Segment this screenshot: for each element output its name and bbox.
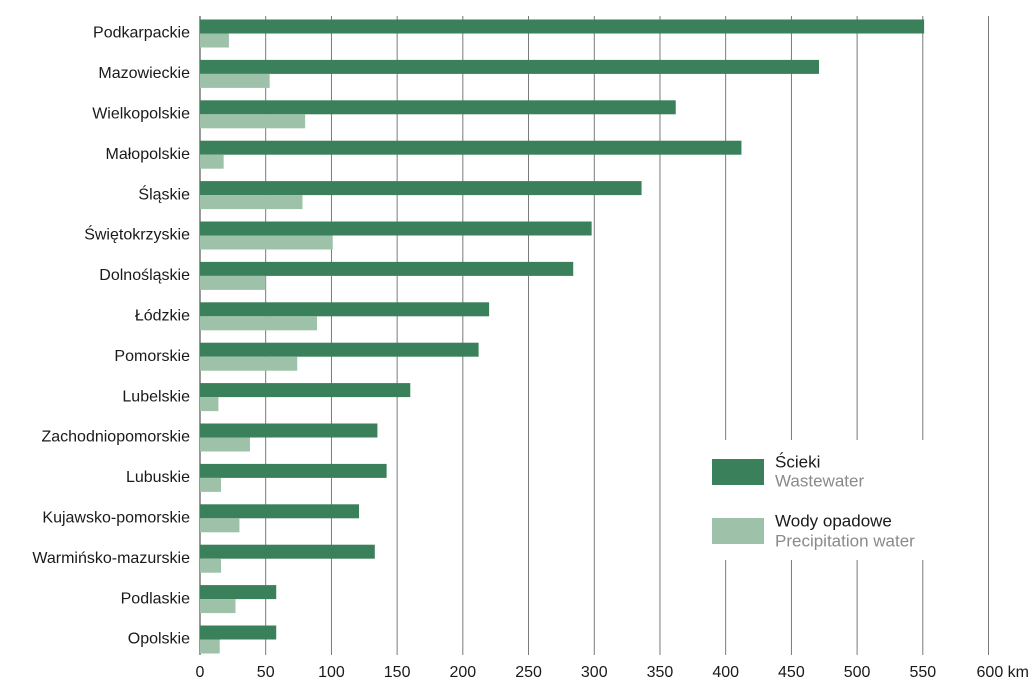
x-tick-label: 50	[257, 664, 275, 681]
category-label: Pomorskie	[114, 348, 190, 365]
legend-label-wastewater-en: Wastewater	[775, 471, 864, 490]
category-label: Mazowieckie	[98, 65, 190, 82]
category-label: Lubuskie	[126, 469, 190, 486]
category-label: Kujawsko-pomorskie	[42, 510, 190, 527]
bar-wastewater	[200, 59, 819, 74]
x-tick-label: 450	[778, 664, 805, 681]
bar-precipitation-water	[200, 599, 236, 614]
x-tick-label: 150	[384, 664, 411, 681]
bar-wastewater	[200, 504, 360, 519]
bar-wastewater	[200, 585, 277, 600]
bar-wastewater	[200, 261, 574, 276]
bar-precipitation-water	[200, 33, 229, 48]
x-tick-label: 100	[318, 664, 345, 681]
x-tick-label: 250	[515, 664, 542, 681]
legend-label-precipitation-en: Precipitation water	[775, 531, 915, 550]
legend-label-precipitation: Wody opadowe	[775, 511, 892, 530]
bar-precipitation-water	[200, 235, 333, 250]
bar-wastewater	[200, 423, 378, 438]
legend-swatch-precipitation	[712, 518, 764, 544]
bars	[200, 19, 925, 654]
x-tick-label: 500	[844, 664, 871, 681]
x-tick-label: 400	[712, 664, 739, 681]
bar-wastewater	[200, 19, 925, 34]
x-tick-label: 350	[647, 664, 674, 681]
bar-precipitation-water	[200, 275, 266, 290]
bar-precipitation-water	[200, 397, 219, 412]
bar-precipitation-water	[200, 558, 222, 573]
category-label: Wielkopolskie	[92, 106, 190, 123]
bar-wastewater	[200, 383, 411, 398]
bar-wastewater	[200, 544, 375, 559]
bar-precipitation-water	[200, 195, 303, 210]
category-label: Lubelskie	[122, 388, 190, 405]
x-tick-label: 300	[581, 664, 608, 681]
bar-wastewater	[200, 302, 490, 317]
bar-wastewater	[200, 342, 479, 357]
bar-wastewater	[200, 625, 277, 640]
bar-precipitation-water	[200, 518, 240, 533]
legend-swatch-wastewater	[712, 459, 764, 485]
category-label: Małopolskie	[106, 146, 191, 163]
bar-wastewater	[200, 463, 387, 478]
x-tick-label: 600 km	[977, 664, 1029, 681]
category-label: Śląskie	[138, 184, 190, 203]
bar-precipitation-water	[200, 73, 270, 88]
x-tick-labels: 0 50 100 150 200 250 300 350 400 450 500 550 600 km	[196, 664, 1029, 681]
category-label: Warmińsko-mazurskie	[32, 550, 190, 567]
category-label: Świętokrzyskie	[84, 225, 190, 244]
bar-precipitation-water	[200, 114, 306, 129]
bar-precipitation-water	[200, 356, 298, 371]
category-label: Zachodniopomorskie	[41, 429, 190, 446]
category-label: Podlaskie	[121, 590, 190, 607]
bar-precipitation-water	[200, 639, 220, 654]
category-label: Łódzkie	[135, 308, 190, 325]
x-tick-label: 0	[196, 664, 205, 681]
legend: Ścieki Wastewater Wody opadowe Precipita…	[700, 440, 950, 560]
category-label: Dolnośląskie	[99, 267, 190, 284]
bar-wastewater	[200, 181, 642, 196]
category-label: Opolskie	[128, 631, 190, 648]
bar-precipitation-water	[200, 437, 250, 452]
x-tick-label: 200	[449, 664, 476, 681]
bar-precipitation-water	[200, 316, 317, 331]
bar-wastewater	[200, 221, 592, 236]
bar-wastewater	[200, 100, 676, 115]
category-labels: Podkarpackie Mazowieckie Wielkopolskie Mało…	[32, 25, 190, 648]
bar-precipitation-water	[200, 154, 224, 169]
legend-label-wastewater: Ścieki	[775, 452, 820, 471]
x-tick-label: 550	[909, 664, 936, 681]
category-label: Podkarpackie	[93, 25, 190, 42]
bar-wastewater	[200, 140, 742, 155]
bar-precipitation-water	[200, 477, 222, 492]
